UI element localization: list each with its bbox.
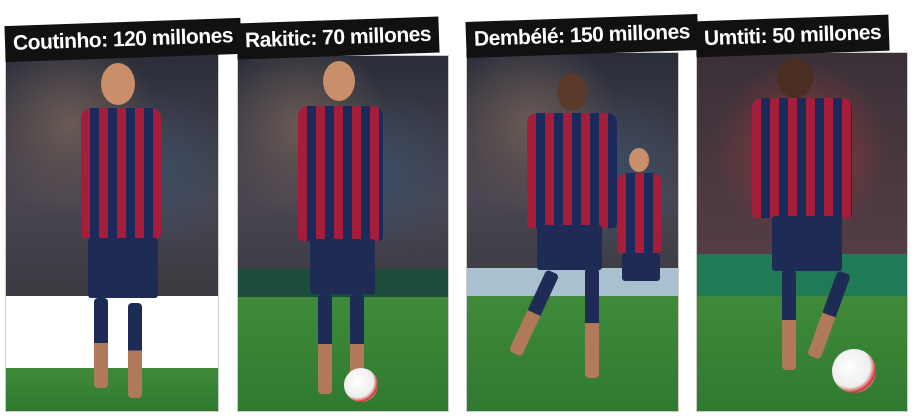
player-photo bbox=[466, 52, 679, 412]
player-panel-umtiti: Umtiti: 50 millones bbox=[695, 0, 910, 416]
player-photo bbox=[5, 52, 219, 412]
football bbox=[832, 349, 876, 393]
football bbox=[344, 368, 378, 402]
player-panel-coutinho: Coutinho: 120 millones bbox=[4, 0, 242, 416]
player-panel-rakitic: Rakitic: 70 millones bbox=[236, 0, 449, 416]
caption: Umtiti: 50 millones bbox=[695, 14, 890, 58]
player-photo bbox=[237, 55, 449, 412]
player-photo bbox=[696, 52, 908, 412]
caption: Rakitic: 70 millones bbox=[236, 16, 440, 60]
player-panel-dembele: Dembélé: 150 millones bbox=[465, 0, 699, 416]
